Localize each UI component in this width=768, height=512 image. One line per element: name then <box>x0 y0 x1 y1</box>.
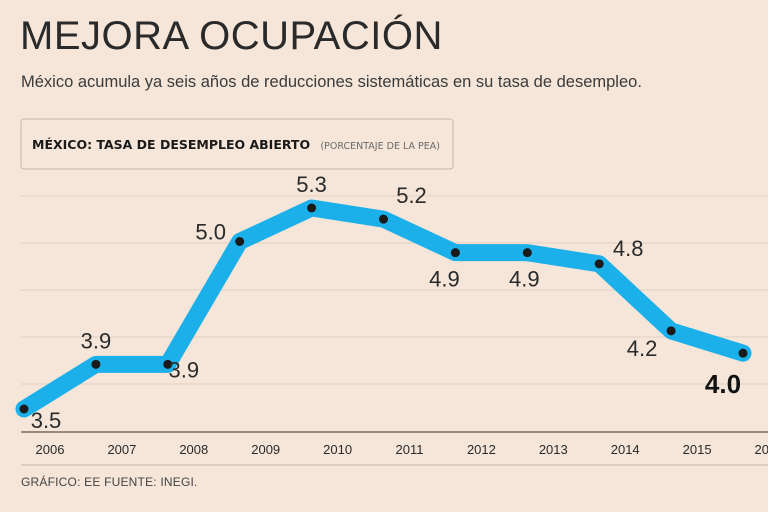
data-label-2016: 4.0 <box>705 369 741 399</box>
x-tick-2007: 2007 <box>107 442 136 457</box>
x-tick-labels: 2006 2007 2008 2009 2010 2011 2012 2013 2014 2015… <box>36 442 768 457</box>
page-title: MEJORA OCUPACIÓN <box>20 14 443 58</box>
marker-2006 <box>19 404 29 414</box>
data-markers <box>19 203 748 414</box>
grid-lines <box>21 195 768 385</box>
x-tick-2013: 2013 <box>539 442 568 457</box>
chart-subtitle: (PORCENTAJE DE LA PEA) <box>320 141 439 152</box>
x-tick-2010: 2010 <box>323 442 352 457</box>
x-tick-2008: 2008 <box>179 442 208 457</box>
data-label-2006: 3.5 <box>31 408 62 433</box>
x-tick-2006: 2006 <box>36 442 65 457</box>
chart-title-frame <box>20 118 454 170</box>
x-tick-2015: 2015 <box>683 442 712 457</box>
data-label-2013: 4.9 <box>509 267 540 292</box>
marker-2008 <box>163 359 173 369</box>
data-label-2008: 3.9 <box>169 357 200 382</box>
svg-text:MÉXICO: TASA DE DESEMPLEO ABIE: MÉXICO: TASA DE DESEMPLEO ABIERTO (PORCE… <box>32 137 440 152</box>
chart-title: MÉXICO: TASA DE DESEMPLEO ABIERTO <box>32 137 310 152</box>
data-label-2012: 4.9 <box>429 267 460 292</box>
data-label-2010: 5.3 <box>296 172 327 197</box>
marker-2011 <box>379 214 388 224</box>
data-labels: 3.5 3.9 3.9 5.0 5.3 5.2 4.9 4.9 4.8 4.2 4.0 <box>31 172 741 433</box>
chart-title-box: MÉXICO: TASA DE DESEMPLEO ABIERTO (PORCE… <box>20 118 454 170</box>
marker-2015 <box>666 326 676 336</box>
marker-2007 <box>91 359 101 369</box>
data-label-2007: 3.9 <box>81 328 112 353</box>
x-tick-2011: 2011 <box>396 442 424 457</box>
marker-2012 <box>450 248 460 258</box>
x-tick-2012: 2012 <box>467 442 496 457</box>
x-tick-2016: 2016 <box>755 442 768 457</box>
data-label-2015: 4.2 <box>627 336 658 361</box>
marker-2014 <box>594 259 604 269</box>
marker-2013 <box>522 248 532 258</box>
data-label-2009: 5.0 <box>195 220 226 245</box>
data-label-2011: 5.2 <box>396 183 427 208</box>
marker-2016 <box>738 348 748 358</box>
page-subtitle: México acumula ya seis años de reduccion… <box>21 73 642 91</box>
source-note: GRÁFICO: EE FUENTE: INEGI. <box>21 475 198 489</box>
marker-2009 <box>235 237 245 246</box>
x-tick-2009: 2009 <box>251 442 280 457</box>
marker-2010 <box>307 203 317 213</box>
data-label-2014: 4.8 <box>613 236 644 261</box>
x-tick-2014: 2014 <box>611 442 640 457</box>
